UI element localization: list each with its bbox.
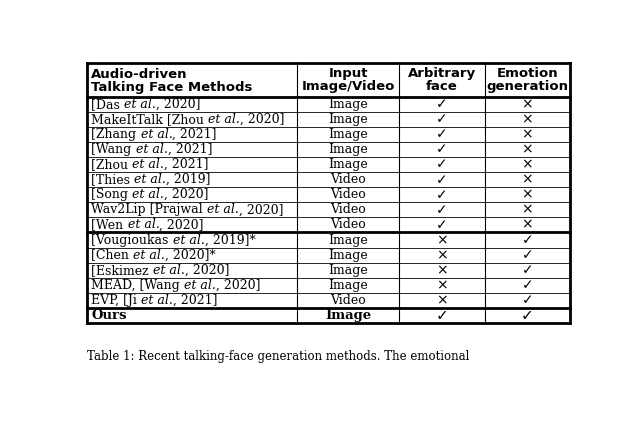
- Text: ✓: ✓: [436, 188, 447, 202]
- Text: et al.: et al.: [132, 188, 164, 201]
- Text: Audio-driven: Audio-driven: [92, 68, 188, 81]
- Text: ✓: ✓: [436, 143, 447, 156]
- Text: ✓: ✓: [521, 308, 534, 323]
- Text: ✓: ✓: [436, 112, 447, 127]
- Text: Input: Input: [328, 67, 368, 80]
- Text: ✓: ✓: [522, 278, 533, 292]
- Text: Emotion: Emotion: [497, 67, 558, 80]
- Text: ✓: ✓: [435, 308, 448, 323]
- Text: [Wen: [Wen: [92, 219, 127, 232]
- Text: et al.: et al.: [132, 158, 164, 171]
- Text: ×: ×: [522, 158, 533, 172]
- Text: generation: generation: [486, 80, 568, 93]
- Text: ✓: ✓: [436, 173, 447, 187]
- Text: EVP, [Ji: EVP, [Ji: [92, 294, 141, 307]
- Text: Ours: Ours: [92, 309, 127, 322]
- Text: et al.: et al.: [153, 264, 185, 276]
- Text: ×: ×: [436, 248, 447, 262]
- Text: Image: Image: [325, 309, 371, 322]
- Text: Image: Image: [328, 98, 368, 111]
- Text: , 2020]: , 2020]: [159, 219, 204, 232]
- Text: Arbitrary: Arbitrary: [408, 67, 476, 80]
- Text: Wav2Lip [Prajwal: Wav2Lip [Prajwal: [92, 203, 207, 216]
- Text: , 2019]: , 2019]: [166, 173, 211, 186]
- Text: Video: Video: [330, 294, 366, 307]
- Text: ✓: ✓: [436, 97, 447, 111]
- Text: [Zhang: [Zhang: [92, 128, 141, 141]
- Text: ×: ×: [436, 233, 447, 247]
- Text: et al.: et al.: [141, 128, 172, 141]
- Text: , 2021]: , 2021]: [168, 143, 212, 156]
- Text: [Vougioukas: [Vougioukas: [92, 234, 173, 247]
- Text: ×: ×: [522, 203, 533, 217]
- Text: et al.: et al.: [124, 98, 156, 111]
- Text: Video: Video: [330, 188, 366, 201]
- Text: [Zhou: [Zhou: [92, 158, 132, 171]
- Text: ✓: ✓: [522, 248, 533, 262]
- Text: Image: Image: [328, 143, 368, 156]
- Text: [Song: [Song: [92, 188, 132, 201]
- Text: ×: ×: [522, 112, 533, 127]
- Text: ×: ×: [522, 97, 533, 111]
- Text: , 2020]: , 2020]: [156, 98, 201, 111]
- Text: et al.: et al.: [133, 248, 165, 262]
- Text: et al.: et al.: [134, 173, 166, 186]
- Text: MakeItTalk [Zhou: MakeItTalk [Zhou: [92, 113, 208, 126]
- Text: ✓: ✓: [436, 218, 447, 232]
- Text: Image: Image: [328, 158, 368, 171]
- Text: , 2020]: , 2020]: [239, 203, 284, 216]
- Text: ✓: ✓: [436, 127, 447, 141]
- Text: MEAD, [Wang: MEAD, [Wang: [92, 279, 184, 292]
- Text: Video: Video: [330, 219, 366, 232]
- Text: ×: ×: [436, 293, 447, 307]
- Text: [Chen: [Chen: [92, 248, 133, 262]
- Text: , 2020]: , 2020]: [216, 279, 260, 292]
- Text: et al.: et al.: [136, 143, 168, 156]
- Text: ✓: ✓: [522, 263, 533, 277]
- Text: Image: Image: [328, 128, 368, 141]
- Text: , 2020]: , 2020]: [185, 264, 229, 276]
- Text: [Das: [Das: [92, 98, 124, 111]
- Text: et al.: et al.: [184, 279, 216, 292]
- Text: et al.: et al.: [141, 294, 173, 307]
- Text: Image: Image: [328, 113, 368, 126]
- Text: et al.: et al.: [208, 113, 240, 126]
- Text: et al.: et al.: [127, 219, 159, 232]
- Text: Image: Image: [328, 234, 368, 247]
- Text: , 2019]*: , 2019]*: [205, 234, 255, 247]
- Text: , 2020]*: , 2020]*: [165, 248, 216, 262]
- Text: Video: Video: [330, 173, 366, 186]
- Text: , 2020]: , 2020]: [164, 188, 209, 201]
- Text: ×: ×: [522, 143, 533, 156]
- Text: , 2021]: , 2021]: [164, 158, 209, 171]
- Text: ×: ×: [522, 173, 533, 187]
- Text: ×: ×: [522, 218, 533, 232]
- Text: , 2020]: , 2020]: [240, 113, 285, 126]
- Text: ✓: ✓: [522, 233, 533, 247]
- Text: ✓: ✓: [522, 293, 533, 307]
- Text: , 2021]: , 2021]: [172, 128, 217, 141]
- Text: Image: Image: [328, 264, 368, 276]
- Text: [Wang: [Wang: [92, 143, 136, 156]
- Text: Table 1: Recent talking-face generation methods. The emotional: Table 1: Recent talking-face generation …: [88, 349, 470, 362]
- Text: ×: ×: [436, 278, 447, 292]
- Text: ×: ×: [436, 263, 447, 277]
- Text: Image: Image: [328, 248, 368, 262]
- Text: Image: Image: [328, 279, 368, 292]
- Text: ×: ×: [522, 188, 533, 202]
- Text: Image/Video: Image/Video: [301, 80, 395, 93]
- Text: ✓: ✓: [436, 158, 447, 172]
- Text: ✓: ✓: [436, 203, 447, 217]
- Text: Video: Video: [330, 203, 366, 216]
- Text: face: face: [426, 80, 458, 93]
- Text: et al.: et al.: [207, 203, 239, 216]
- Text: et al.: et al.: [173, 234, 205, 247]
- Text: , 2021]: , 2021]: [173, 294, 218, 307]
- Text: [Thies: [Thies: [92, 173, 134, 186]
- Text: [Eskimez: [Eskimez: [92, 264, 153, 276]
- Text: Talking Face Methods: Talking Face Methods: [92, 81, 253, 94]
- Text: ×: ×: [522, 127, 533, 141]
